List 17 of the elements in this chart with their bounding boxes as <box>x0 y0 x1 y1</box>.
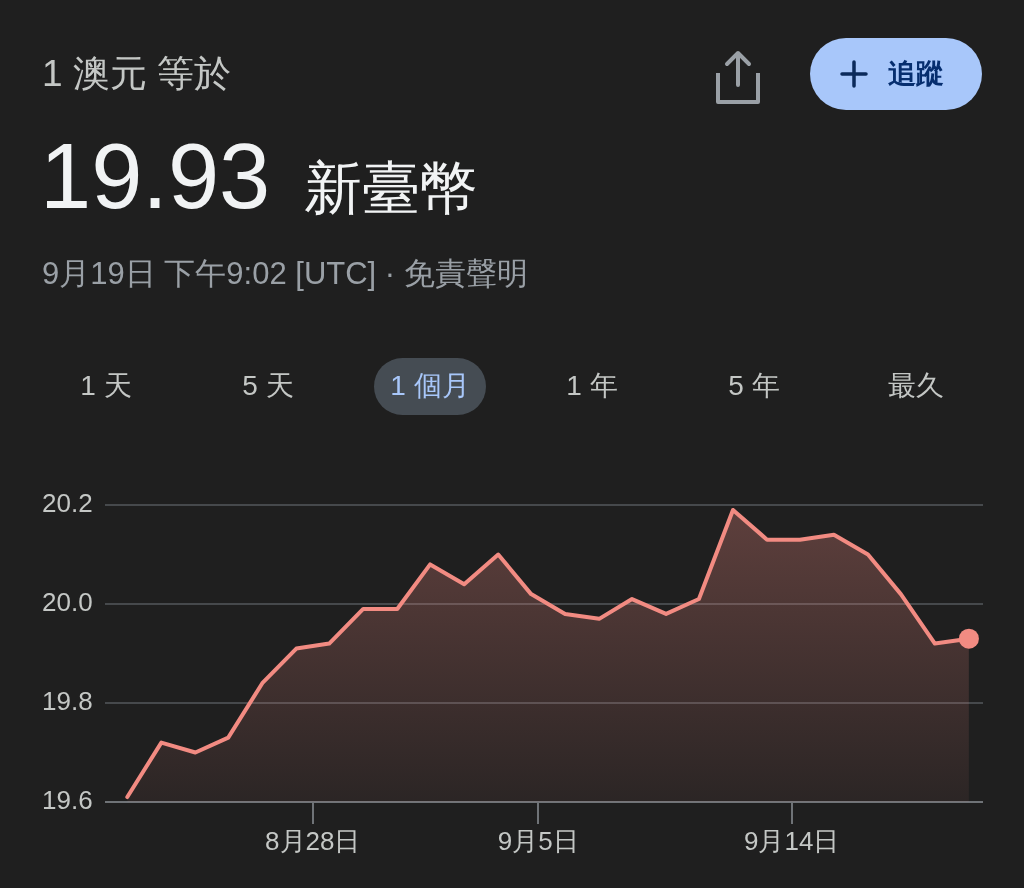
text: 1 年 <box>566 370 618 401</box>
y-tick-label: 20.0 <box>42 587 93 618</box>
x-tick-label: 8月28日 <box>265 825 361 856</box>
y-tick-label: 19.8 <box>42 686 93 717</box>
text: 1 個月 <box>390 370 470 401</box>
text: 5 天 <box>242 370 294 401</box>
y-tick-label: 20.2 <box>42 488 93 519</box>
text: 最久 <box>888 370 944 401</box>
chart-title: 1 澳元 等於 <box>42 52 232 96</box>
text: 9月19日 下午9:02 [UTC] · 免責聲明 <box>42 255 528 293</box>
y-tick-label: 19.6 <box>42 785 93 816</box>
text: 5 年 <box>728 370 780 401</box>
x-tick-label: 9月5日 <box>497 825 579 856</box>
text: 追蹤 <box>888 57 944 91</box>
text: 1 天 <box>80 370 132 401</box>
chart-subtitle: 19.93 新臺幣 <box>40 124 479 229</box>
x-tick-label: 9月14日 <box>743 825 840 856</box>
